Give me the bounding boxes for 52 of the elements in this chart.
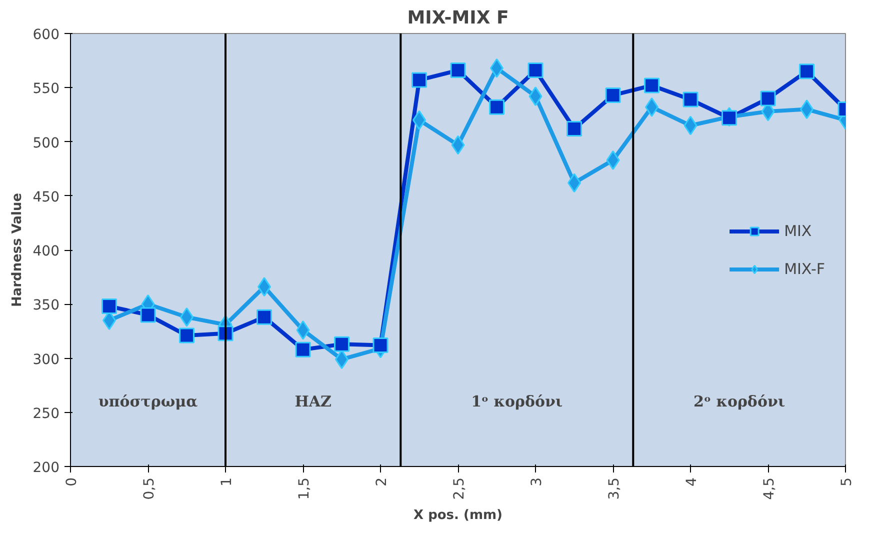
point xyxy=(760,90,776,106)
x-tick-label: 0 xyxy=(64,477,80,486)
x-tick-label: 3 xyxy=(529,477,545,486)
y-tick-label: 550 xyxy=(32,81,60,98)
point xyxy=(722,110,737,126)
point xyxy=(334,336,350,352)
y-tick-label: 500 xyxy=(32,135,60,152)
legend-label: MIX-F xyxy=(784,260,825,278)
y-tick-label: 450 xyxy=(32,189,60,206)
point xyxy=(528,86,542,106)
legend-label: MIX xyxy=(784,222,812,240)
x-tick-label: 1,5 xyxy=(296,478,312,500)
point xyxy=(295,342,311,358)
x-tick-label: 2,5 xyxy=(452,478,468,500)
annotation: 1ᵒ κορδόνι xyxy=(471,392,563,411)
y-tick-label: 400 xyxy=(32,244,60,260)
x-tick-label: 0,5 xyxy=(142,478,158,500)
point xyxy=(372,338,388,354)
point xyxy=(450,62,466,78)
y-tick-label: 250 xyxy=(32,406,60,422)
point xyxy=(528,62,544,78)
point xyxy=(684,116,698,136)
point xyxy=(296,320,310,340)
y-tick-label: 600 xyxy=(32,27,60,43)
point xyxy=(682,92,698,108)
point xyxy=(489,99,504,115)
y-tick-label: 300 xyxy=(32,352,60,368)
annotation: HAZ xyxy=(294,392,332,411)
x-tick-label: 1 xyxy=(219,477,235,486)
point xyxy=(644,78,660,94)
point xyxy=(566,121,582,137)
point xyxy=(412,72,427,88)
y-tick-label: 350 xyxy=(32,298,60,314)
point xyxy=(140,307,156,323)
annotation: υπόστρωμα xyxy=(98,392,198,411)
point xyxy=(606,150,620,170)
x-tick-label: 5 xyxy=(839,477,855,486)
x-axis-title: X pos. (mm) xyxy=(414,508,502,523)
y-tick-label: 200 xyxy=(32,460,60,476)
point xyxy=(451,135,465,155)
x-tick-label: 4 xyxy=(684,477,700,486)
y-axis-title: Hardness Value xyxy=(10,192,25,308)
annotation: 2ᵒ κορδόνι xyxy=(694,392,786,411)
chart-title: MIX-MIX F xyxy=(407,8,509,28)
point xyxy=(256,309,272,325)
point xyxy=(799,64,814,80)
point xyxy=(605,87,621,103)
x-tick-label: 3,5 xyxy=(606,478,622,500)
x-tick-label: 2 xyxy=(374,477,390,486)
point xyxy=(102,298,117,314)
x-tick-label: 4,5 xyxy=(762,478,778,500)
point xyxy=(179,328,194,344)
